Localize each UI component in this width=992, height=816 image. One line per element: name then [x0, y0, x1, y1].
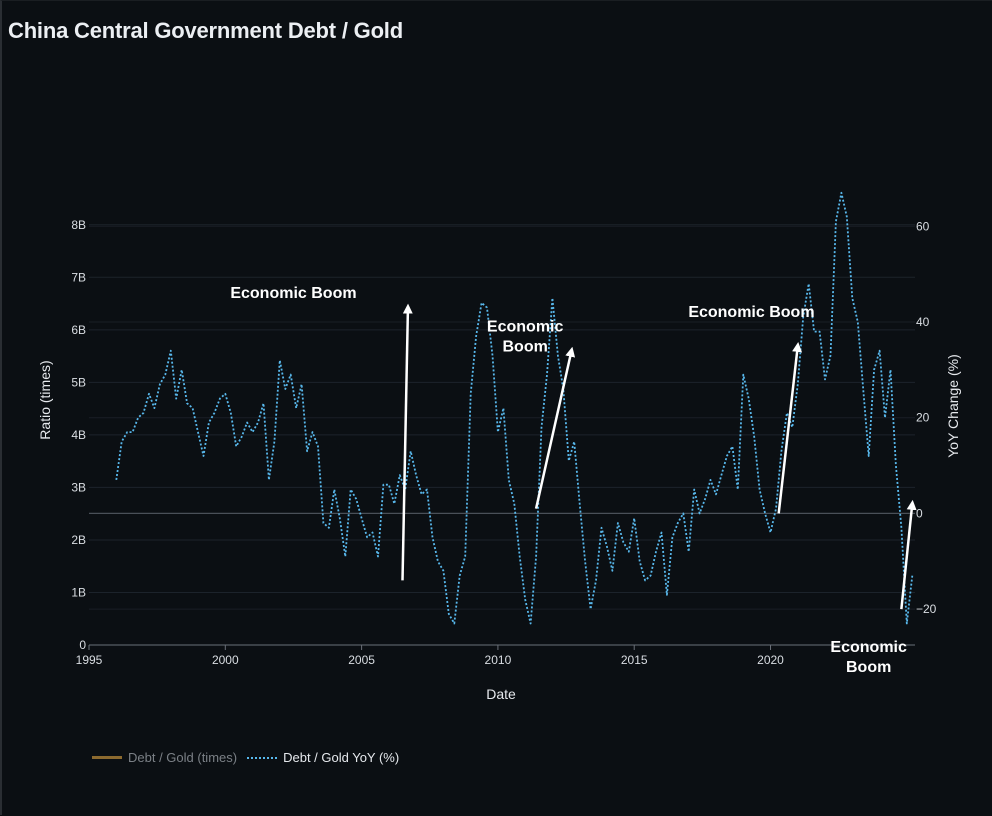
- annotation-text-line: Economic: [830, 639, 907, 656]
- y-right-tick-label--20: −20: [916, 602, 937, 616]
- x-axis: 1995 2000 2005 2010 2015 2020: [76, 644, 915, 667]
- y-left-tick-label-1B: 1B: [71, 585, 86, 599]
- annotation-arrow-1: [401, 303, 413, 581]
- y-axis-right-title: YoY Change (%): [945, 354, 961, 458]
- y-axis-left: 0 1B 2B 3B 4B 5B 6B 7B 8B: [71, 218, 86, 652]
- series-line-yoy: [115, 191, 914, 625]
- legend-swatch-dotted: [247, 756, 278, 759]
- x-tick-label-2015: 2015: [621, 653, 648, 667]
- annotation-arrow-3: [777, 341, 803, 514]
- legend-item-debt-gold-yoy[interactable]: Debt / Gold YoY (%): [247, 750, 399, 765]
- y-left-tick-label-7B: 7B: [71, 270, 86, 284]
- y-right-tick-label-60: 60: [916, 219, 930, 233]
- legend-swatch-solid: [92, 756, 122, 759]
- y-left-tick-label-0: 0: [79, 638, 86, 652]
- gridlines: [89, 224, 915, 646]
- x-tick-label-2000: 2000: [212, 653, 239, 667]
- y-left-tick-label-8B: 8B: [71, 218, 86, 232]
- y-left-tick-label-6B: 6B: [71, 323, 86, 337]
- series-layer: [115, 191, 914, 625]
- annotation-text-line: Economic: [487, 319, 564, 336]
- annotation-text-4: Economic Boom: [830, 639, 907, 676]
- x-tick-label-2005: 2005: [348, 653, 375, 667]
- legend-label-debt-gold-yoy: Debt / Gold YoY (%): [283, 750, 400, 765]
- annotation-text-2: Economic Boom: [487, 319, 564, 356]
- x-tick-label-2010: 2010: [485, 653, 512, 667]
- y-left-tick-label-2B: 2B: [71, 533, 86, 547]
- annotation-text-line: Economic Boom: [688, 304, 814, 321]
- annotation-text-line: Economic Boom: [230, 285, 356, 302]
- y-axis-right: −20 0 20 40 60: [916, 219, 937, 616]
- annotation-text-line: Boom: [846, 659, 891, 676]
- legend-label-debt-gold: Debt / Gold (times): [128, 750, 238, 765]
- annotation-arrow-2: [534, 346, 576, 509]
- annotation-text-line: Boom: [503, 339, 548, 356]
- chart-canvas: 1995 2000 2005 2010 2015 2020 0 1B 2B 3B 4B 5B 6B 7B…: [37, 191, 961, 702]
- annotation-arrow-4: [900, 499, 917, 610]
- y-right-tick-label-20: 20: [916, 411, 930, 425]
- y-right-tick-label-40: 40: [916, 315, 930, 329]
- annotation-text-3: Economic Boom: [688, 304, 814, 321]
- x-axis-title: Date: [486, 686, 516, 702]
- chart-title: China Central Government Debt / Gold: [8, 18, 403, 43]
- y-left-tick-label-4B: 4B: [71, 428, 86, 442]
- legend: Debt / Gold (times) Debt / Gold YoY (%): [92, 750, 399, 765]
- y-right-tick-label-0: 0: [916, 506, 923, 520]
- legend-item-debt-gold[interactable]: Debt / Gold (times): [92, 750, 237, 765]
- y-left-tick-label-5B: 5B: [71, 375, 86, 389]
- annotation-text-1: Economic Boom: [230, 285, 356, 302]
- x-tick-label-1995: 1995: [76, 653, 103, 667]
- y-left-tick-label-3B: 3B: [71, 480, 86, 494]
- x-tick-label-2020: 2020: [757, 653, 784, 667]
- y-axis-left-title: Ratio (times): [37, 360, 53, 439]
